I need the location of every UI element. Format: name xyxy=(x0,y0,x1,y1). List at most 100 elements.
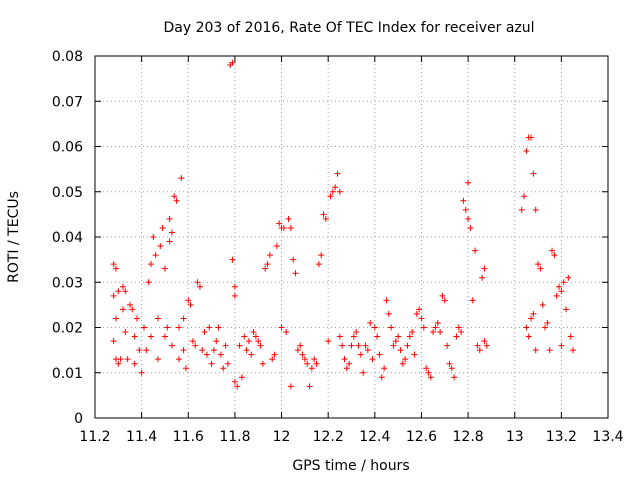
data-point xyxy=(147,333,154,340)
y-tick-label: 0.01 xyxy=(52,366,83,382)
x-tick-label: 12 xyxy=(273,429,291,445)
y-tick-labels: 0 0.01 0.02 0.03 0.04 0.05 0.06 0.07 0.08 xyxy=(52,49,83,427)
data-point xyxy=(556,283,563,290)
data-point xyxy=(392,338,399,345)
data-point xyxy=(243,347,250,354)
axis-ticks xyxy=(94,55,609,419)
data-point xyxy=(140,324,147,331)
data-point xyxy=(472,247,479,254)
data-point xyxy=(154,315,161,322)
data-point xyxy=(353,329,360,336)
data-point xyxy=(455,324,462,331)
data-point xyxy=(206,324,213,331)
data-point xyxy=(336,333,343,340)
data-point xyxy=(152,252,159,259)
data-point xyxy=(467,224,474,231)
data-point xyxy=(210,347,217,354)
y-axis-label: ROTI / TECUs xyxy=(6,191,22,283)
data-point xyxy=(371,324,378,331)
data-point xyxy=(278,324,285,331)
data-point xyxy=(283,329,290,336)
data-point xyxy=(215,324,222,331)
data-point xyxy=(336,188,343,195)
data-point xyxy=(280,224,287,231)
data-point xyxy=(430,329,437,336)
data-point xyxy=(416,306,423,313)
data-point xyxy=(332,184,339,191)
data-point xyxy=(528,134,535,141)
data-point xyxy=(420,324,427,331)
data-point xyxy=(164,324,171,331)
data-point xyxy=(201,329,208,336)
data-point xyxy=(213,338,220,345)
data-point xyxy=(346,360,353,367)
x-tick-label: 11.8 xyxy=(219,429,250,445)
data-point xyxy=(425,369,432,376)
data-point xyxy=(110,261,117,268)
data-point xyxy=(341,356,348,363)
data-point xyxy=(553,292,560,299)
data-point xyxy=(546,347,553,354)
data-point xyxy=(276,220,283,227)
data-point xyxy=(180,315,187,322)
data-point xyxy=(110,292,117,299)
data-point xyxy=(523,148,530,155)
data-point xyxy=(299,351,306,358)
data-point xyxy=(453,333,460,340)
x-tick-label: 11.4 xyxy=(126,429,157,445)
data-point xyxy=(290,256,297,263)
data-point xyxy=(329,188,336,195)
x-tick-label: 13 xyxy=(506,429,524,445)
data-point xyxy=(523,324,530,331)
data-point xyxy=(154,356,161,363)
data-point xyxy=(269,356,276,363)
data-point xyxy=(131,333,138,340)
data-point xyxy=(460,197,467,204)
x-tick-label: 11.6 xyxy=(173,429,204,445)
x-tick-label: 11.2 xyxy=(79,429,110,445)
data-point xyxy=(259,360,266,367)
data-point xyxy=(136,347,143,354)
data-point xyxy=(313,360,320,367)
data-point xyxy=(159,224,166,231)
data-point xyxy=(481,265,488,272)
data-point xyxy=(355,342,362,349)
data-point xyxy=(131,360,138,367)
data-point xyxy=(173,197,180,204)
data-point xyxy=(273,243,280,250)
data-point xyxy=(465,215,472,222)
data-point xyxy=(376,351,383,358)
data-point xyxy=(479,274,486,281)
data-point xyxy=(528,315,535,322)
data-point xyxy=(327,193,334,200)
data-point xyxy=(250,329,257,336)
data-point xyxy=(252,333,259,340)
data-point xyxy=(381,365,388,372)
data-point xyxy=(483,342,490,349)
x-tick-label: 12.4 xyxy=(359,429,390,445)
data-point xyxy=(481,338,488,345)
data-point xyxy=(350,333,357,340)
data-point xyxy=(115,288,122,295)
data-point xyxy=(168,342,175,349)
data-point xyxy=(304,360,311,367)
data-point xyxy=(231,378,238,385)
data-point xyxy=(264,261,271,268)
data-point xyxy=(182,365,189,372)
data-point xyxy=(334,170,341,177)
data-point xyxy=(115,360,122,367)
data-point xyxy=(150,234,157,240)
data-point xyxy=(397,347,404,354)
data-point xyxy=(385,310,392,317)
y-tick-label: 0.06 xyxy=(52,140,83,156)
data-point xyxy=(229,59,236,66)
data-point xyxy=(187,301,194,308)
data-point xyxy=(444,342,451,349)
data-point xyxy=(231,292,238,299)
x-tick-label: 12.6 xyxy=(406,429,437,445)
data-point xyxy=(339,342,346,349)
x-tick-label: 12.8 xyxy=(453,429,484,445)
data-point xyxy=(236,342,243,349)
data-point xyxy=(518,206,525,213)
